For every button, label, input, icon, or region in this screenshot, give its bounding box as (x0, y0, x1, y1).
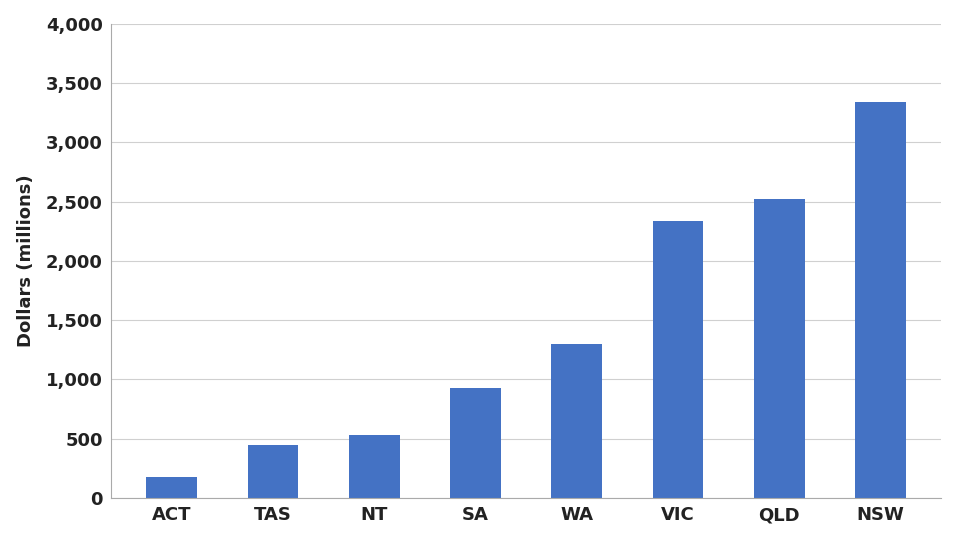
Bar (147, 477, 197, 498)
Bar (754, 199, 805, 498)
Y-axis label: Dollars (millions): Dollars (millions) (16, 175, 34, 347)
Bar (652, 221, 703, 498)
Bar (450, 388, 501, 498)
Bar (248, 445, 298, 498)
Bar (855, 102, 906, 498)
Bar (552, 344, 603, 498)
Bar (349, 435, 399, 498)
